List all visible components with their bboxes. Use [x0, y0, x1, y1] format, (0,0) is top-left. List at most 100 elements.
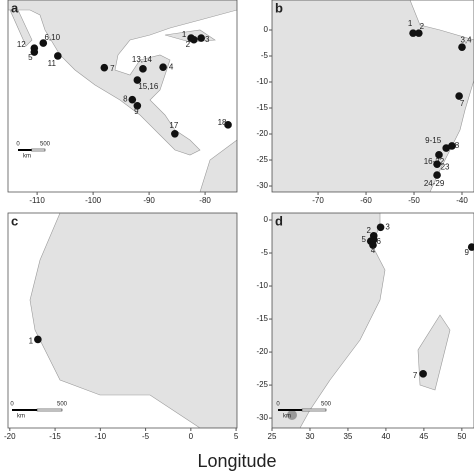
x-tick-label: 0 — [189, 432, 194, 441]
scale-unit: km — [23, 154, 31, 160]
x-axis-label: Longitude — [197, 451, 276, 471]
site-marker — [190, 35, 198, 44]
site-marker — [159, 63, 167, 71]
x-tick-label: 5 — [234, 432, 239, 441]
y-tick-label: -20 — [256, 129, 268, 138]
scale-length: 500 — [57, 402, 68, 408]
scale-unit: km — [17, 414, 25, 420]
scale-zero: 0 — [16, 142, 20, 148]
scale-bar — [12, 409, 37, 411]
site-label: 6 — [377, 237, 382, 246]
scale-bar — [301, 408, 327, 412]
site-marker — [409, 29, 417, 37]
site-marker — [433, 171, 441, 179]
y-tick-label: -15 — [256, 103, 268, 112]
site-marker — [415, 29, 423, 37]
x-tick-label: -40 — [456, 196, 468, 205]
site-marker — [128, 95, 137, 104]
land-c — [29, 213, 237, 428]
site-label: 7 — [413, 371, 418, 380]
scale-length: 500 — [321, 402, 332, 408]
x-tick-label: -20 — [4, 432, 16, 441]
scale-unit: km — [283, 414, 291, 420]
site-marker — [458, 43, 466, 51]
x-tick-label: -50 — [408, 196, 420, 205]
site-label: 12 — [17, 40, 26, 49]
site-marker — [369, 241, 377, 249]
site-marker — [54, 52, 62, 60]
land-b — [272, 0, 474, 192]
site-marker — [442, 144, 450, 152]
scale-bar — [36, 408, 63, 412]
panel-frame — [271, 0, 474, 193]
site-label: 8 — [455, 141, 460, 150]
site-marker — [448, 142, 456, 150]
site-marker — [171, 129, 179, 138]
site-marker — [133, 101, 142, 110]
x-tick-label: 25 — [268, 432, 277, 441]
site-marker — [133, 76, 142, 84]
land-d — [272, 213, 451, 428]
site-marker — [419, 370, 427, 378]
site-label: 2 — [367, 226, 372, 235]
y-tick-label: -5 — [261, 51, 269, 60]
site-label: 24-29 — [424, 179, 445, 188]
y-tick-label: -25 — [256, 380, 268, 389]
site-label: 1 — [182, 30, 187, 39]
x-tick-label: 35 — [343, 432, 352, 441]
x-tick-label: -90 — [143, 196, 155, 205]
site-label: 16-22 — [424, 157, 445, 166]
y-tick-label: 0 — [264, 215, 269, 224]
site-marker — [433, 160, 441, 168]
y-tick-label: -25 — [256, 155, 268, 164]
site-label: 1 — [408, 19, 413, 28]
y-tick-label: 0 — [264, 25, 269, 34]
site-label: 18 — [218, 118, 227, 127]
x-tick-label: -80 — [199, 196, 211, 205]
scale-bar — [18, 149, 32, 151]
panel-letter: a — [11, 0, 19, 15]
site-label: 9-15 — [425, 136, 442, 145]
site-label: 8 — [123, 95, 128, 104]
site-label: 2 — [420, 22, 425, 31]
site-label: 9 — [464, 248, 469, 257]
site-label: 7 — [460, 99, 465, 108]
site-marker — [197, 34, 205, 42]
site-label: 5 — [28, 53, 33, 62]
x-tick-label: -10 — [95, 432, 107, 441]
x-tick-label: -70 — [312, 196, 324, 205]
panel-letter: d — [275, 213, 283, 228]
site-label: 13,14 — [132, 55, 153, 64]
panel-frame — [7, 0, 238, 193]
site-label: 9 — [134, 107, 139, 116]
x-tick-label: -15 — [49, 432, 61, 441]
site-label: 1 — [29, 337, 34, 346]
y-tick-label: -10 — [256, 77, 268, 86]
scale-bar — [278, 409, 302, 411]
y-tick-label: -10 — [256, 281, 268, 290]
scale-zero: 0 — [10, 402, 14, 408]
site-label: 17 — [169, 121, 178, 130]
x-tick-label: -100 — [85, 196, 102, 205]
y-tick-label: -30 — [256, 413, 268, 422]
site-marker — [100, 63, 109, 72]
site-label: 15,16 — [138, 82, 159, 91]
panel-frame — [271, 212, 474, 429]
site-marker — [224, 121, 232, 129]
x-tick-label: 50 — [457, 432, 466, 441]
scale-length: 500 — [40, 142, 51, 148]
y-tick-label: -5 — [261, 248, 269, 257]
site-marker — [376, 223, 385, 232]
scale-bar — [31, 148, 46, 152]
site-marker — [455, 92, 463, 100]
site-label: 3 — [205, 35, 210, 44]
panel-letter: c — [11, 213, 18, 228]
y-tick-label: -30 — [256, 181, 268, 190]
site-label: 7 — [110, 64, 115, 73]
x-tick-label: -60 — [360, 196, 372, 205]
x-tick-label: 45 — [419, 432, 428, 441]
site-marker — [39, 39, 48, 47]
y-tick-label: -15 — [256, 314, 268, 323]
site-label: 11 — [48, 59, 57, 68]
